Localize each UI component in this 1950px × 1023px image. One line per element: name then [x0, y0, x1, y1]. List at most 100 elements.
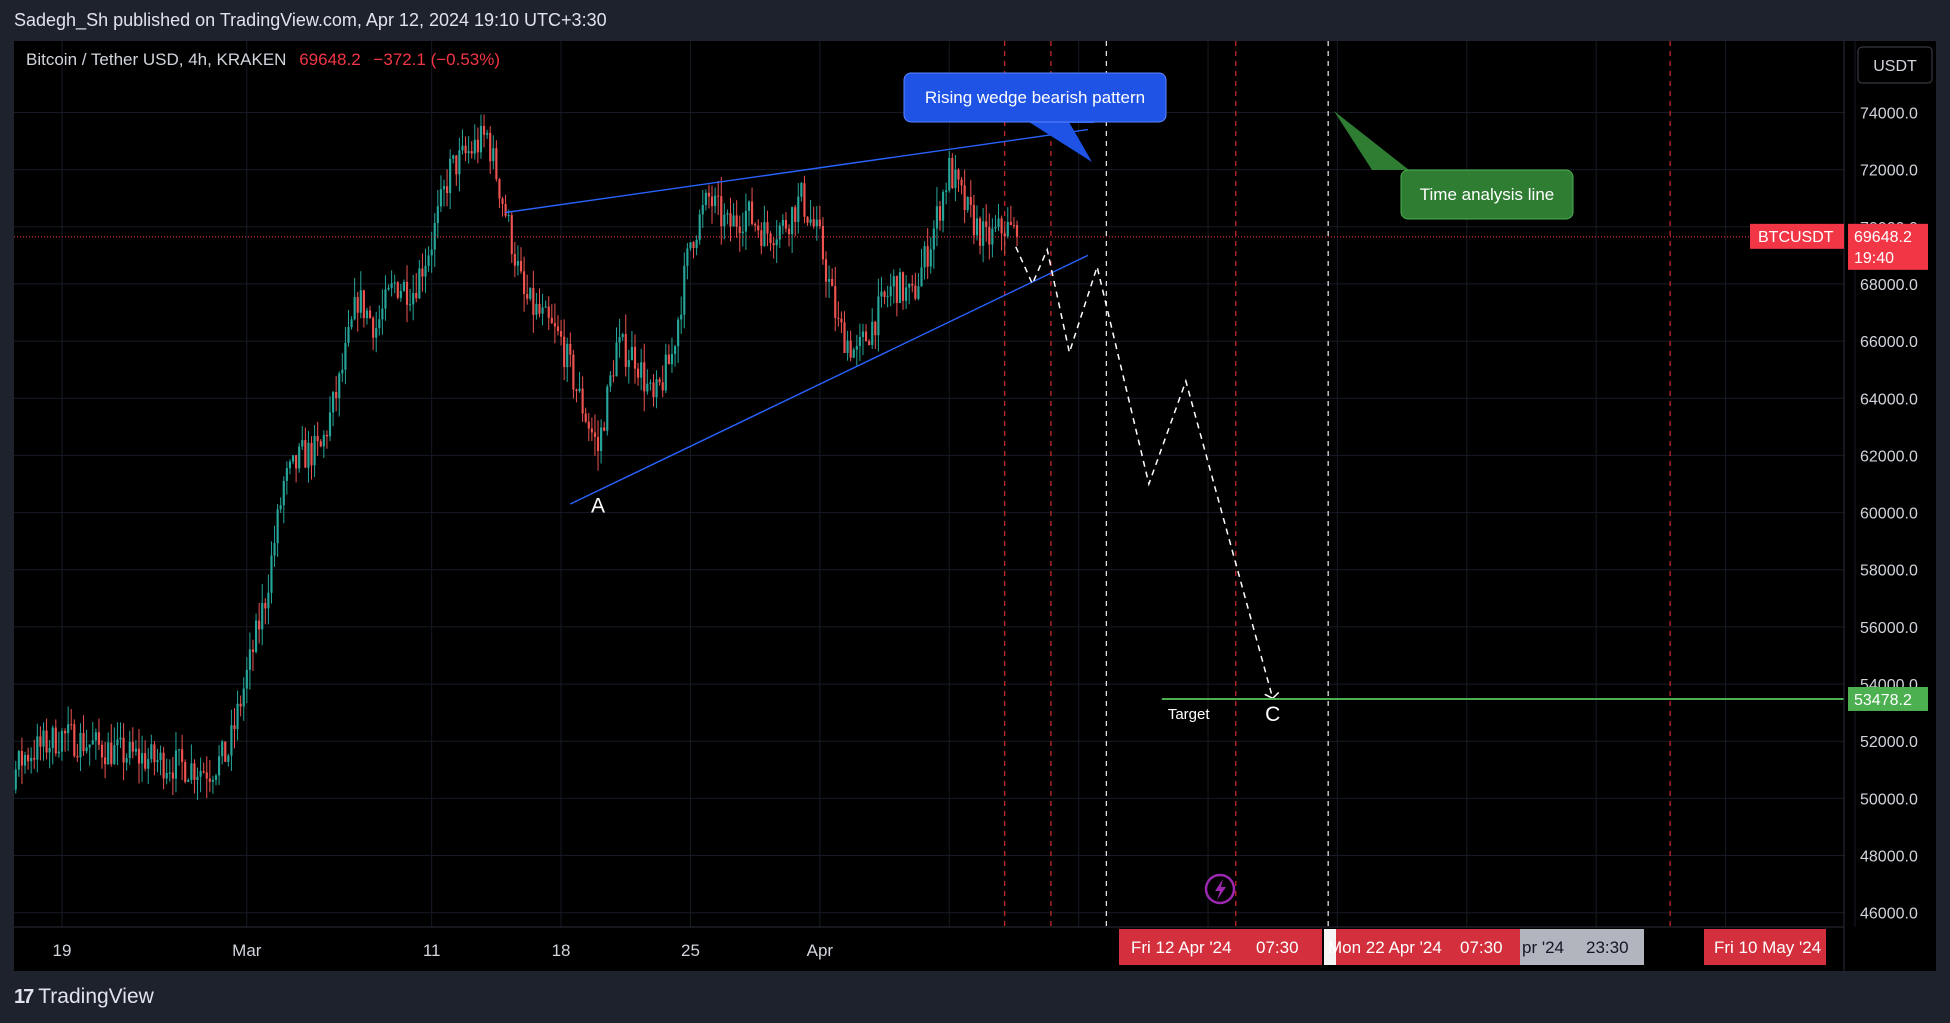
- candle-body: [609, 375, 612, 387]
- candle-body: [673, 346, 677, 354]
- candle-body: [193, 763, 196, 780]
- candle-body: [467, 151, 470, 154]
- candle-body: [482, 126, 486, 135]
- price-tick-label: 64000.0: [1860, 391, 1918, 408]
- candle-body: [412, 293, 415, 305]
- candle-body: [507, 215, 510, 217]
- candle-body: [593, 432, 597, 437]
- candle-body: [378, 319, 381, 328]
- candle-body: [125, 758, 128, 763]
- candle-body: [402, 281, 406, 291]
- footer-brand: TradingView: [38, 985, 154, 1008]
- candle-body: [94, 732, 97, 741]
- candle-body: [137, 748, 141, 764]
- candle-body: [600, 427, 603, 451]
- flash-events-icon[interactable]: [1204, 873, 1236, 905]
- candle-body: [852, 349, 855, 358]
- candle-body: [969, 196, 972, 205]
- candle-body: [695, 239, 698, 249]
- candle-body: [63, 730, 67, 734]
- candle-body: [938, 206, 942, 221]
- candle-body: [898, 272, 902, 303]
- time-axis[interactable]: 19 Mar 11 18 25 Apr: [53, 941, 834, 960]
- wedge-lower-line[interactable]: [569, 254, 1089, 505]
- candle-body: [843, 322, 846, 353]
- candle-body: [633, 346, 637, 369]
- candle-body: [390, 283, 393, 288]
- candle-body: [547, 306, 550, 318]
- candle-body: [70, 724, 73, 726]
- candle-body: [689, 242, 692, 249]
- candle-body: [33, 757, 36, 760]
- candle-body: [433, 223, 436, 250]
- candle-body: [221, 741, 224, 757]
- publish-info: Sadegh_Sh published on TradingView.com, …: [14, 10, 607, 30]
- currency-button[interactable]: USDT: [1857, 46, 1933, 84]
- candle-body: [270, 555, 273, 593]
- candle-body: [686, 248, 689, 266]
- candle-body: [73, 724, 76, 757]
- candle-body: [655, 379, 658, 398]
- candle-body: [381, 308, 384, 320]
- candle-body: [264, 603, 267, 609]
- candle-body: [544, 306, 547, 308]
- candle-body: [584, 413, 587, 422]
- candle-body: [162, 752, 165, 779]
- candle-body: [803, 183, 806, 217]
- candle-body: [470, 151, 473, 154]
- price-chart[interactable]: Target A B C Rising wedge bearish patter…: [0, 41, 1936, 971]
- time-label-fri12: Fri 12 Apr '24: [1131, 938, 1232, 957]
- candle-body: [877, 296, 880, 336]
- candle-body: [458, 150, 461, 175]
- candle-body: [846, 340, 849, 353]
- time-callout-text: Time analysis line: [1420, 185, 1554, 204]
- candle-body: [119, 737, 122, 740]
- candle-body: [332, 391, 335, 413]
- candle-body: [418, 268, 421, 299]
- candle-body: [328, 412, 332, 437]
- candle-body: [874, 321, 877, 336]
- candle-body: [649, 382, 652, 384]
- candle-body: [54, 727, 57, 754]
- time-label-0730a: 07:30: [1256, 938, 1299, 957]
- candle-body: [658, 379, 661, 383]
- candle-body: [335, 391, 338, 399]
- symbol-legend[interactable]: Bitcoin / Tether USD, 4h, KRAKEN 69648.2…: [26, 50, 500, 69]
- wedge-callout[interactable]: Rising wedge bearish pattern: [903, 72, 1167, 162]
- price-tick-label: 68000.0: [1860, 277, 1918, 294]
- projection-path[interactable]: [1015, 246, 1274, 699]
- wedge-upper-line[interactable]: [505, 128, 1088, 214]
- candle-body: [233, 725, 236, 730]
- candle-body: [538, 303, 541, 314]
- candle-body: [563, 336, 566, 367]
- time-label-mon22: Mon 22 Apr '24: [1328, 938, 1442, 957]
- candle-body: [341, 369, 344, 374]
- candle-body: [766, 222, 769, 234]
- candle-body: [20, 751, 23, 766]
- chart-frame[interactable]: Target A B C Rising wedge bearish patter…: [0, 41, 1936, 971]
- candle-body: [479, 126, 483, 153]
- candle-body: [405, 281, 409, 305]
- candle-body: [550, 317, 553, 324]
- candle-body: [288, 461, 292, 469]
- candle-body: [282, 480, 285, 506]
- candle-body: [205, 772, 208, 779]
- candle-body: [224, 741, 227, 762]
- candle-body: [353, 297, 356, 320]
- candle-body: [116, 739, 119, 746]
- time-label-fri10may: Fri 10 May '24: [1714, 938, 1821, 957]
- candle-body: [575, 389, 578, 392]
- time-callout[interactable]: Time analysis line: [1334, 111, 1574, 220]
- price-tick-label: 60000.0: [1860, 506, 1918, 523]
- price-axis[interactable]: 46000.048000.050000.052000.054000.056000…: [1860, 105, 1918, 922]
- tradingview-logo-icon[interactable]: 17: [14, 985, 34, 1008]
- candle-body: [815, 219, 818, 227]
- candles: [0, 114, 1019, 815]
- candle-body: [652, 382, 655, 398]
- candle-body: [110, 742, 113, 765]
- candle-body: [670, 353, 674, 365]
- candle-body: [291, 455, 295, 462]
- candle-body: [455, 155, 458, 175]
- candle-body: [313, 436, 316, 466]
- candle-body: [285, 468, 288, 481]
